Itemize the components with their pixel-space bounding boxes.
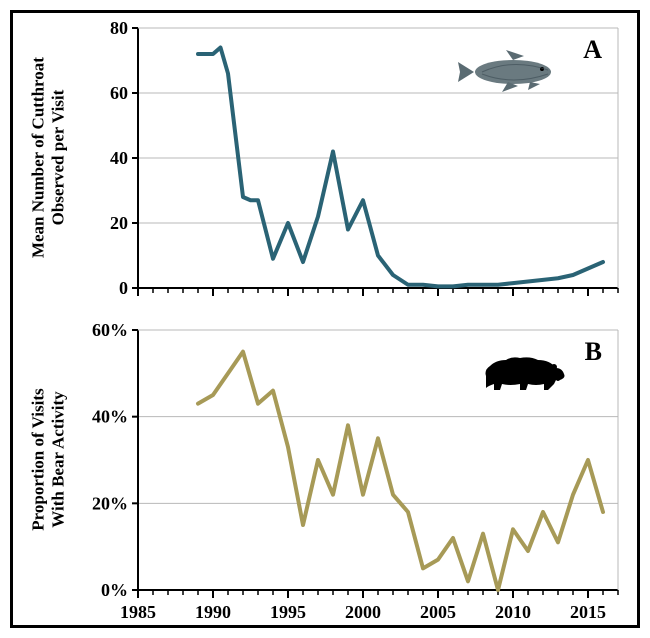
svg-text:2015: 2015: [570, 602, 606, 622]
svg-text:0%: 0%: [101, 580, 128, 600]
ylabel-b-line2: With Bear Activity: [48, 392, 67, 528]
svg-text:2000: 2000: [345, 602, 381, 622]
svg-text:20: 20: [110, 213, 128, 233]
svg-text:A: A: [583, 35, 602, 64]
svg-text:0: 0: [119, 278, 128, 298]
svg-text:80: 80: [110, 18, 128, 38]
ylabel-a-line1: Mean Number of Cutthroat: [28, 57, 47, 258]
svg-text:20%: 20%: [92, 493, 128, 513]
ylabel-b-line1: Proportion of Visits: [28, 389, 47, 531]
svg-text:1985: 1985: [120, 602, 156, 622]
panel-a-ylabel: Mean Number of Cutthroat Observed per Vi…: [28, 28, 67, 288]
svg-text:40%: 40%: [92, 407, 128, 427]
svg-text:1995: 1995: [270, 602, 306, 622]
svg-text:60%: 60%: [92, 320, 128, 340]
svg-text:1990: 1990: [195, 602, 231, 622]
svg-text:2005: 2005: [420, 602, 456, 622]
figure-container: 0 20 40 60 80 A 0% 20% 40% 60% 1985 1990 1995 2000 200…: [0, 0, 650, 638]
svg-text:2010: 2010: [495, 602, 531, 622]
svg-text:40: 40: [110, 148, 128, 168]
svg-text:60: 60: [110, 83, 128, 103]
chart-svg: 0 20 40 60 80 A 0% 20% 40% 60% 1985 1990 1995 2000 200…: [0, 0, 650, 638]
ylabel-a-line2: Observed per Visit: [48, 90, 67, 226]
svg-text:B: B: [585, 337, 602, 366]
panel-b-ylabel: Proportion of Visits With Bear Activity: [28, 330, 67, 590]
